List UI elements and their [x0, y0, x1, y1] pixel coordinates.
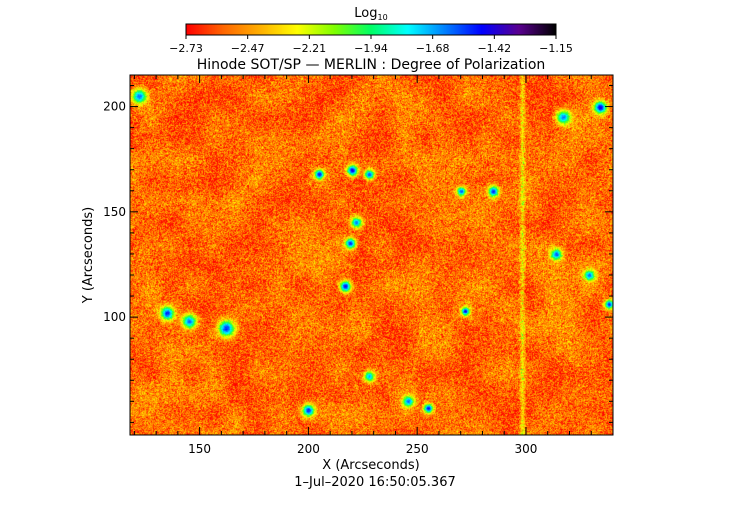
- x-tick-label: 200: [297, 442, 320, 456]
- x-tick-label: 250: [406, 442, 429, 456]
- colorbar-gradient: [186, 24, 556, 35]
- polarization-map: [130, 75, 613, 435]
- colorbar-tick-label: −2.47: [231, 42, 265, 55]
- axes: 150 200 250 300 100 150 200: [103, 75, 614, 456]
- colorbar-tick-label: −1.68: [416, 42, 450, 55]
- x-axis-label: X (Arcseconds): [322, 458, 419, 473]
- colorbar-tick-label: −1.15: [539, 42, 573, 55]
- colorbar-tick-label: −2.73: [169, 42, 203, 55]
- y-axis-label: Y (Arcseconds): [81, 207, 96, 304]
- colorbar: Log10 −2.73 −2.47 −2.21 −1.94 −1.68 −1.42 −1.1…: [169, 6, 573, 55]
- x-tick-label: 150: [188, 442, 211, 456]
- y-tick-label: 150: [103, 205, 126, 219]
- chart-title: Hinode SOT/SP — MERLIN : Degree of Polar…: [197, 57, 546, 73]
- colorbar-label: Log10: [354, 6, 387, 22]
- colorbar-label-subscript: 10: [378, 13, 388, 22]
- plot-frame: [129, 74, 614, 436]
- timestamp: 1–Jul–2020 16:50:05.367: [294, 475, 456, 490]
- colorbar-label-base: Log: [354, 6, 377, 21]
- y-tick-label: 100: [103, 310, 126, 324]
- colorbar-tick-label: −1.94: [354, 42, 388, 55]
- y-tick-label: 200: [103, 100, 126, 114]
- colorbar-tick-label: −2.21: [292, 42, 326, 55]
- colorbar-ticks: −2.73 −2.47 −2.21 −1.94 −1.68 −1.42 −1.15: [169, 35, 573, 55]
- x-tick-label: 300: [515, 442, 538, 456]
- colorbar-tick-label: −1.42: [477, 42, 511, 55]
